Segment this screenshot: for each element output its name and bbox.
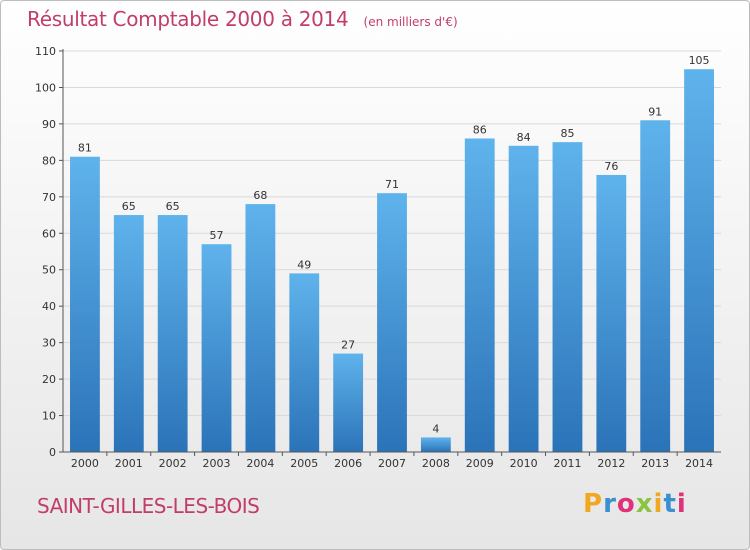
bar-value-label: 91 bbox=[648, 105, 662, 118]
bar-2013 bbox=[640, 120, 671, 452]
x-tick-label: 2010 bbox=[510, 457, 538, 470]
bar-2004 bbox=[245, 204, 276, 452]
x-tick-label: 2013 bbox=[641, 457, 669, 470]
x-tick-label: 2014 bbox=[685, 457, 713, 470]
bar-2012 bbox=[596, 174, 627, 453]
bar-value-label: 85 bbox=[560, 127, 574, 140]
y-tick-label: 50 bbox=[42, 264, 56, 277]
bar-2014 bbox=[684, 69, 714, 453]
logo-letter: x bbox=[635, 489, 654, 519]
bar-2001 bbox=[113, 215, 144, 452]
data-labels: 81 65 65 57 68 49 27 71 4 86 84 85 76 91 105 bbox=[78, 54, 710, 435]
bar-value-label: 81 bbox=[78, 142, 92, 155]
bar-2000 bbox=[70, 156, 100, 452]
bar-2007 bbox=[377, 193, 407, 452]
y-tick-label: 10 bbox=[42, 410, 56, 423]
chart-title: Résultat Comptable 2000 à 2014 bbox=[27, 7, 349, 31]
bar-value-label: 105 bbox=[689, 54, 710, 67]
bar-value-label: 71 bbox=[385, 178, 399, 191]
logo-letter: i bbox=[653, 489, 664, 519]
bar-2003 bbox=[201, 244, 232, 452]
x-tick-label: 2011 bbox=[553, 457, 581, 470]
y-tick-label: 90 bbox=[42, 118, 56, 131]
bar-value-label: 27 bbox=[341, 339, 355, 352]
y-tick-label: 60 bbox=[42, 227, 56, 240]
chart-unit-note: (en milliers d'€) bbox=[363, 15, 458, 29]
x-tick-label: 2009 bbox=[466, 457, 494, 470]
bars bbox=[70, 69, 714, 453]
bar-value-label: 57 bbox=[210, 229, 224, 242]
y-tick-label: 20 bbox=[42, 373, 56, 386]
x-tick-label: 2008 bbox=[422, 457, 450, 470]
bar-value-label: 84 bbox=[517, 131, 531, 144]
x-tick-label: 2003 bbox=[203, 457, 231, 470]
y-tick-label: 40 bbox=[42, 300, 56, 313]
logo-letter: o bbox=[616, 489, 636, 519]
logo-letter: i bbox=[676, 489, 687, 519]
x-tick-label: 2006 bbox=[334, 457, 362, 470]
bar-value-label: 86 bbox=[473, 123, 487, 136]
bar-2008 bbox=[420, 437, 451, 452]
x-tick-label: 2002 bbox=[159, 457, 187, 470]
logo-letter: P bbox=[583, 489, 604, 519]
bar-value-label: 65 bbox=[122, 200, 136, 213]
title-row: Résultat Comptable 2000 à 2014 (en milli… bbox=[27, 7, 458, 31]
bar-2005 bbox=[289, 273, 320, 452]
bar-2010 bbox=[508, 145, 539, 453]
bar-value-label: 68 bbox=[253, 189, 267, 202]
bar-2002 bbox=[157, 215, 188, 452]
y-tick-label: 80 bbox=[42, 154, 56, 167]
x-tick-label: 2004 bbox=[246, 457, 274, 470]
axes bbox=[62, 49, 721, 453]
y-tick-label: 70 bbox=[42, 191, 56, 204]
x-tick-label: 2007 bbox=[378, 457, 406, 470]
bar-value-label: 49 bbox=[297, 258, 311, 271]
y-tick-label: 30 bbox=[42, 337, 56, 350]
logo-letter: t bbox=[663, 489, 677, 519]
proxiti-logo: Proxiti bbox=[583, 489, 687, 519]
bar-2006 bbox=[333, 353, 364, 452]
bar-value-label: 4 bbox=[432, 422, 439, 435]
bar-2011 bbox=[552, 142, 583, 453]
y-tick-label: 110 bbox=[35, 45, 56, 58]
y-axis-ticks: 0 10 20 30 40 50 60 70 80 90 100 110 bbox=[35, 45, 63, 459]
x-axis-ticks: 2000 2001 2002 2003 2004 2005 2006 2007 2008 2009… bbox=[71, 452, 713, 470]
y-tick-label: 0 bbox=[49, 446, 56, 459]
logo-letter: r bbox=[603, 489, 617, 519]
commune-name: SAINT-GILLES-LES-BOIS bbox=[37, 494, 260, 518]
x-tick-label: 2005 bbox=[290, 457, 318, 470]
y-tick-label: 100 bbox=[35, 81, 56, 94]
x-tick-label: 2001 bbox=[115, 457, 143, 470]
bar-value-label: 65 bbox=[166, 200, 180, 213]
bar-value-label: 76 bbox=[604, 160, 618, 173]
bar-2009 bbox=[464, 138, 495, 452]
x-tick-label: 2000 bbox=[71, 457, 99, 470]
x-tick-label: 2012 bbox=[597, 457, 625, 470]
